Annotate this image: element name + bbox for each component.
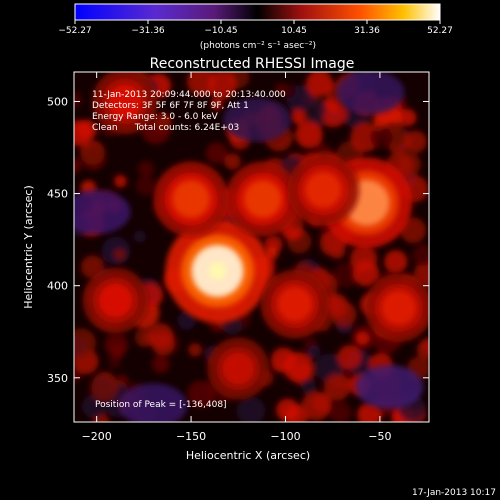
bright-source-6	[277, 286, 313, 322]
texture-blob	[416, 340, 429, 360]
x-axis-label: Heliocentric X (arcsec)	[186, 449, 310, 462]
texture-blob	[108, 355, 121, 369]
colorbar-tick-5: 52.27	[427, 26, 453, 36]
texture-blob	[148, 323, 174, 349]
negative-region-0	[74, 190, 131, 234]
x-tick-label: −150	[176, 430, 206, 443]
info-time-range: 11-Jan-2013 20:09:44.000 to 20:13:40.000	[92, 90, 286, 100]
texture-blob	[323, 374, 351, 401]
texture-blob	[384, 250, 408, 274]
texture-blob	[89, 373, 119, 403]
texture-blob	[350, 245, 378, 273]
colorbar-tick-2: −10.45	[204, 26, 237, 36]
bright-source-8	[108, 85, 142, 118]
negative-region-1	[355, 365, 424, 409]
colorbar-tick-1: −31.36	[131, 26, 165, 36]
texture-blob	[301, 391, 331, 421]
texture-blob	[274, 82, 287, 96]
y-tick-label: 500	[47, 95, 68, 108]
texture-blob	[356, 331, 370, 345]
bright-source-9	[99, 284, 132, 317]
texture-blob	[104, 332, 129, 357]
colorbar-tick-4: 31.36	[354, 26, 380, 36]
negative-region-2	[336, 72, 405, 115]
bright-source-3	[305, 171, 342, 208]
texture-blob	[295, 121, 323, 149]
footer-date: 17-Jan-2013 10:17	[412, 488, 496, 498]
texture-blob	[133, 230, 146, 243]
y-tick-label: 350	[47, 372, 68, 385]
x-tick-label: −100	[270, 430, 300, 443]
texture-blob	[77, 119, 98, 140]
texture-blob	[207, 72, 237, 100]
texture-blob	[290, 108, 307, 125]
texture-blob	[74, 328, 97, 358]
x-tick-label: −50	[368, 430, 391, 443]
texture-blob	[188, 342, 202, 357]
texture-blob	[307, 345, 321, 359]
texture-blob	[74, 91, 82, 108]
texture-blob	[74, 369, 81, 383]
plot-frame	[73, 71, 430, 423]
texture-blob	[137, 160, 155, 178]
texture-blob	[224, 153, 241, 170]
heatmap-image	[74, 72, 429, 422]
colorbar-ticks	[74, 20, 441, 24]
texture-blob	[205, 142, 228, 164]
plot-title: Reconstructed RHESSI Image	[150, 56, 355, 72]
texture-blob	[210, 98, 223, 111]
colorbar	[74, 3, 441, 21]
colorbar-unit-label: (photons cm⁻² s⁻¹ asec⁻²)	[200, 41, 316, 51]
colorbar-tick-0: −52.27	[58, 26, 91, 36]
texture-blob	[306, 72, 333, 97]
info-energy-range: Energy Range: 3.0 - 6.0 keV	[92, 112, 219, 122]
texture-blob	[81, 145, 106, 171]
y-axis-label: Heliocentric Y (arcsec)	[22, 185, 35, 309]
texture-blob	[399, 109, 417, 127]
texture-blob	[236, 396, 266, 422]
y-tick-label: 400	[47, 280, 68, 293]
bright-source-2	[244, 180, 282, 218]
texture-blob	[332, 262, 359, 288]
texture-blob	[412, 244, 429, 266]
texture-blob	[113, 248, 126, 261]
texture-blob	[115, 374, 129, 388]
colorbar-tick-3: 10.45	[281, 26, 307, 36]
info-clean-counts: Clean Total counts: 6.24E+03	[92, 123, 239, 133]
peak-position-label: Position of Peak = [-136,408]	[95, 400, 227, 410]
info-detectors: Detectors: 3F 5F 6F 7F 8F 9F, Att 1	[92, 101, 249, 111]
texture-blob	[114, 174, 127, 188]
texture-blob	[300, 378, 317, 394]
texture-blob	[329, 402, 352, 422]
texture-blob	[337, 344, 362, 370]
texture-blob	[151, 355, 170, 374]
texture-blob	[291, 217, 304, 230]
texture-blob	[74, 158, 82, 174]
bright-source-5	[381, 290, 416, 325]
x-tick-label: −200	[82, 430, 112, 443]
texture-blob	[323, 293, 349, 320]
axes: −200 −150 −100 −50 350 400 450 500	[47, 72, 429, 443]
texture-blob	[187, 380, 215, 409]
peak-core	[208, 261, 227, 280]
bright-source-7	[222, 352, 254, 385]
texture-blob	[270, 347, 297, 373]
texture-blob	[370, 126, 393, 149]
texture-blob	[135, 175, 156, 196]
y-tick-label: 450	[47, 188, 68, 201]
bright-source-4	[172, 180, 210, 218]
texture-blob	[350, 122, 380, 153]
texture-blob	[276, 398, 300, 422]
negative-region-3	[119, 383, 188, 422]
negative-region-4	[223, 97, 292, 142]
